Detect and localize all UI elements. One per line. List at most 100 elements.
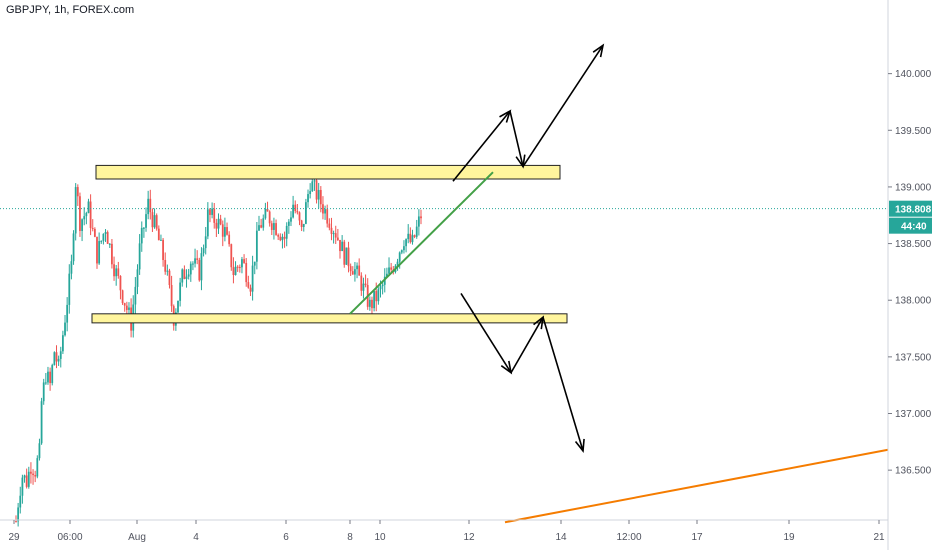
candle-body bbox=[96, 236, 98, 264]
candle-body bbox=[313, 180, 316, 182]
candle-body bbox=[40, 401, 43, 444]
candle-body bbox=[119, 275, 122, 291]
candle-body bbox=[226, 227, 228, 235]
candle-body bbox=[93, 228, 96, 237]
candle-body bbox=[198, 259, 201, 281]
y-tick-label: 138.000 bbox=[895, 296, 932, 307]
candle-body bbox=[136, 269, 139, 287]
candle-body bbox=[57, 358, 60, 362]
candle-body bbox=[142, 227, 145, 229]
candle-body bbox=[38, 443, 41, 459]
candle-body bbox=[117, 268, 120, 276]
candle-body bbox=[147, 198, 150, 215]
candle-body bbox=[200, 253, 203, 281]
support-zone bbox=[91, 313, 568, 324]
candle-body bbox=[356, 265, 358, 270]
candle-body bbox=[281, 236, 284, 241]
candle-body bbox=[390, 267, 393, 270]
candle-body bbox=[89, 201, 92, 228]
candle-body bbox=[160, 239, 162, 241]
candle-body bbox=[87, 201, 90, 214]
candle-body bbox=[27, 471, 30, 487]
candle-body bbox=[17, 507, 20, 522]
candle-body bbox=[403, 246, 405, 251]
bear-arrow-1-segment bbox=[460, 292, 512, 374]
candle-body bbox=[287, 221, 290, 226]
bull-arrow-1-segment bbox=[452, 110, 511, 182]
candle-body bbox=[371, 299, 373, 309]
candle-body bbox=[185, 276, 188, 279]
candle-body bbox=[128, 307, 130, 310]
candle-body bbox=[134, 286, 137, 305]
candle-body bbox=[290, 217, 292, 222]
candle-body bbox=[379, 286, 382, 290]
candle-body bbox=[72, 233, 75, 262]
candle-body bbox=[317, 189, 320, 200]
candle-body bbox=[113, 264, 115, 277]
candle-body bbox=[164, 259, 167, 272]
candle-body bbox=[76, 187, 79, 197]
candle-body bbox=[234, 266, 237, 276]
candle-body bbox=[36, 458, 39, 477]
candle-body bbox=[66, 304, 69, 323]
candle-body bbox=[266, 208, 269, 212]
candle-body bbox=[106, 232, 109, 244]
last-price-tag bbox=[889, 200, 932, 217]
candle-body bbox=[351, 271, 354, 275]
candles-layer bbox=[15, 172, 422, 527]
candle-body bbox=[388, 267, 390, 274]
candle-body bbox=[151, 212, 154, 228]
candle-body bbox=[377, 289, 380, 302]
candle-body bbox=[315, 180, 318, 200]
countdown-tag bbox=[889, 217, 932, 234]
candle-body bbox=[417, 216, 420, 227]
candle-body bbox=[241, 259, 243, 268]
candle-body bbox=[155, 215, 158, 229]
candle-body bbox=[375, 291, 378, 302]
candle-body bbox=[251, 265, 254, 292]
y-tick-label: 136.500 bbox=[895, 466, 932, 477]
candle-body bbox=[19, 495, 22, 508]
candle-body bbox=[121, 290, 124, 304]
candle-body bbox=[277, 234, 280, 237]
candle-body bbox=[64, 322, 66, 336]
candle-body bbox=[104, 232, 107, 234]
candle-body bbox=[309, 191, 312, 195]
candle-body bbox=[354, 269, 356, 275]
x-tick-label: 12 bbox=[463, 532, 475, 543]
candle-body bbox=[51, 365, 54, 384]
candle-body bbox=[179, 282, 182, 301]
candle-body bbox=[230, 244, 233, 268]
candle-body bbox=[328, 223, 331, 228]
candle-body bbox=[268, 211, 271, 224]
candle-body bbox=[228, 234, 231, 245]
candle-body bbox=[74, 187, 77, 234]
x-tick-label: 12:00 bbox=[616, 532, 641, 543]
candle-body bbox=[187, 274, 190, 277]
candle-body bbox=[157, 228, 160, 241]
y-tick-label: 137.500 bbox=[895, 352, 932, 363]
candle-body bbox=[183, 269, 186, 279]
last-price-value: 138.808 bbox=[895, 205, 932, 216]
candle-body bbox=[189, 263, 192, 275]
x-tick-label: 6 bbox=[283, 532, 289, 543]
candle-body bbox=[23, 475, 26, 478]
bull-arrow-2-segment bbox=[509, 110, 524, 167]
candle-body bbox=[275, 223, 277, 235]
candle-body bbox=[98, 241, 101, 264]
candle-body bbox=[279, 236, 282, 241]
candle-body bbox=[249, 287, 252, 292]
ascending-trendline bbox=[349, 171, 494, 315]
candle-body bbox=[298, 212, 301, 221]
candle-body bbox=[360, 275, 363, 291]
candle-body bbox=[25, 475, 28, 487]
candle-body bbox=[55, 352, 58, 362]
candle-body bbox=[206, 209, 209, 237]
candle-body bbox=[236, 266, 239, 268]
candle-body bbox=[247, 282, 250, 288]
y-tick-label: 138.500 bbox=[895, 239, 932, 250]
candle-body bbox=[296, 211, 299, 213]
bear-arrow-3-segment bbox=[542, 316, 584, 452]
resistance-zone bbox=[95, 164, 561, 180]
